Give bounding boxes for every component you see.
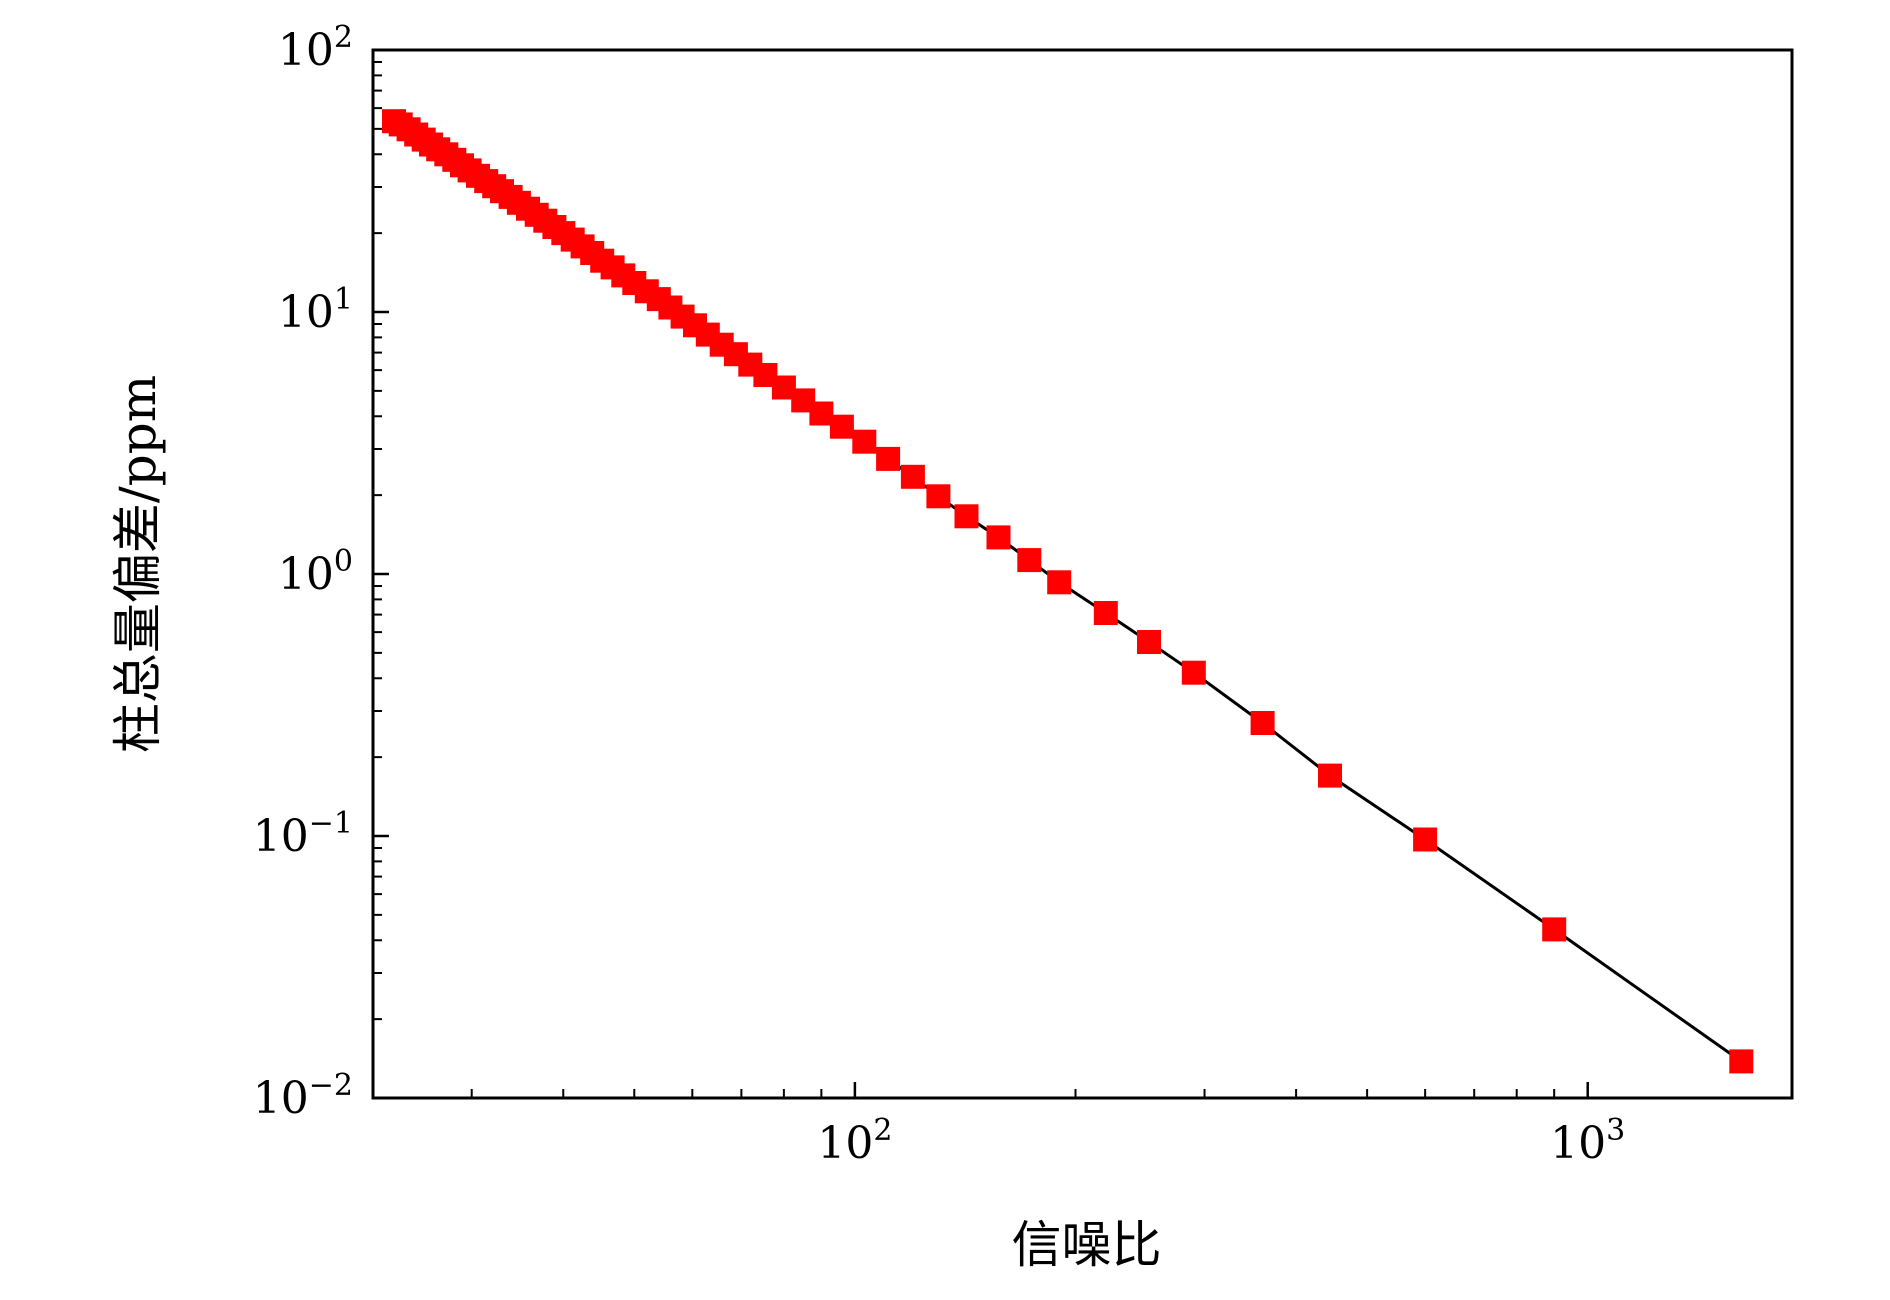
- y-tick-label: 102: [278, 20, 353, 76]
- series-layer: [382, 109, 1754, 1074]
- data-point-marker: [1729, 1049, 1754, 1074]
- data-point-marker: [1137, 630, 1161, 654]
- data-point-marker: [852, 429, 877, 454]
- data-point-marker: [1542, 917, 1567, 942]
- y-tick-label: 101: [278, 282, 353, 338]
- data-point-marker: [829, 414, 854, 439]
- y-tick-label: 10−2: [253, 1068, 353, 1124]
- y-tick-label: 10−1: [253, 806, 353, 862]
- y-tick-label: 100: [278, 544, 353, 600]
- data-point-marker: [1250, 711, 1275, 735]
- data-point-marker: [1181, 660, 1206, 685]
- data-point-marker: [1047, 570, 1072, 595]
- data-point-marker: [809, 401, 834, 426]
- data-point-marker: [954, 504, 979, 529]
- data-point-marker: [926, 484, 951, 509]
- x-tick-label: 103: [1550, 1113, 1625, 1169]
- data-point-marker: [1093, 601, 1118, 625]
- data-point-marker: [1017, 548, 1042, 573]
- x-tick-label: 102: [817, 1113, 892, 1169]
- data-point-marker: [900, 464, 925, 489]
- data-point-marker: [876, 446, 901, 471]
- data-point-marker: [986, 525, 1011, 550]
- y-axis-title: 柱总量偏差/ppm: [109, 375, 167, 753]
- data-point-marker: [1413, 827, 1438, 852]
- x-axis-title: 信噪比: [1012, 1216, 1162, 1274]
- major-ticks: [373, 48, 1589, 1100]
- data-point-marker: [1318, 763, 1342, 788]
- tick-labels: 10−2 10−1 100 101 102 102 103: [253, 20, 1626, 1169]
- plot-frame: [371, 48, 1794, 1100]
